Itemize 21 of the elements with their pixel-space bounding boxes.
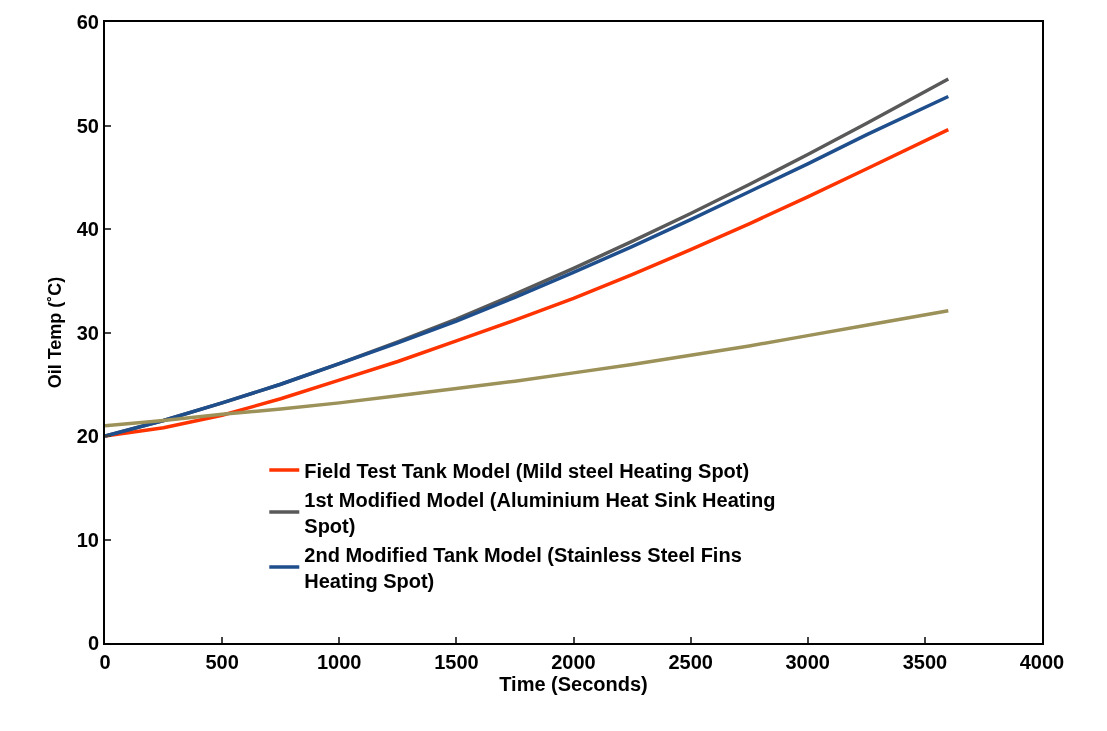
x-tick-label: 1000 <box>317 651 362 673</box>
y-tick-label: 30 <box>76 321 99 344</box>
y-axis-title: Oil Temp (˚C) <box>45 276 66 389</box>
x-tick-label: 500 <box>205 651 239 673</box>
y-tick-label: 10 <box>76 528 99 551</box>
y-tick-label: 0 <box>87 632 99 654</box>
y-tick-label: 20 <box>76 425 99 447</box>
x-tick-label: 3500 <box>902 651 948 673</box>
x-tick-label: 2500 <box>668 651 713 673</box>
legend-label: 1st Modified Model (Aluminium Heat Sink Heating Spot) <box>304 488 776 537</box>
y-tick-label: 40 <box>76 218 99 240</box>
x-axis-title: Time (Seconds) <box>499 673 648 695</box>
y-tick-label: 60 <box>76 11 99 33</box>
x-tick-label: 3000 <box>785 651 830 673</box>
line-series <box>105 309 951 428</box>
y-tick-label: 50 <box>76 114 99 137</box>
x-tick-label: 2000 <box>551 651 596 673</box>
x-tick-label: 1500 <box>434 651 479 673</box>
x-tick-label: 4000 <box>1019 651 1065 673</box>
legend-label: 2nd Modified Tank Model (Stainless Steel Fins Heating Spot) <box>304 543 742 592</box>
legend-label: Field Test Tank Model (Mild steel Heating Spot) <box>304 459 750 482</box>
